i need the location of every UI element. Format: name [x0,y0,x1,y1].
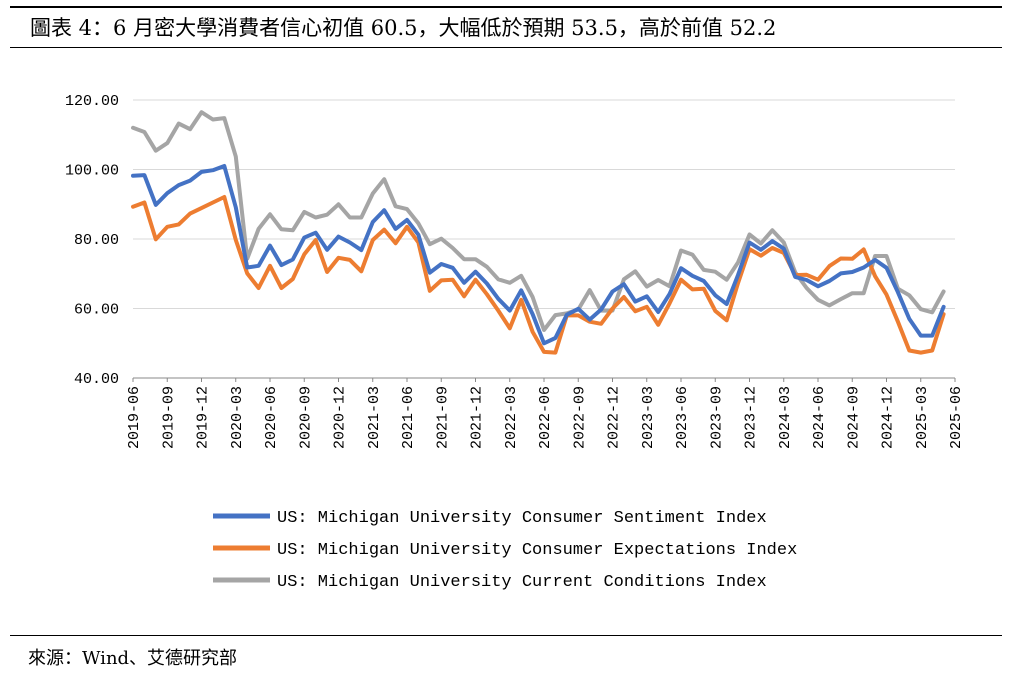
x-tick-label: 2020-03 [229,386,246,449]
x-tick-label: 2020-09 [297,386,314,449]
x-tick-label: 2021-09 [434,386,451,449]
series-line [131,110,946,332]
x-tick-label: 2019-06 [126,386,143,449]
x-tick-label: 2020-12 [332,386,349,449]
legend: US: Michigan University Consumer Sentime… [213,509,797,592]
x-tick-label: 2021-06 [400,386,417,449]
x-tick-label: 2022-06 [537,386,554,449]
x-tick-label: 2023-03 [640,386,657,449]
x-axis-ticks: 2019-06 2019-09 2019-12 2020-03 2020-06 2020-… [126,378,965,449]
x-tick-label: 2024-06 [811,386,828,449]
x-tick-label: 2019-09 [160,386,177,449]
x-tick-label: 2021-12 [469,386,486,449]
legend-label: US: Michigan University Consumer Sentime… [277,509,767,528]
series-lines [131,110,946,355]
legend-label: US: Michigan University Current Conditio… [277,573,767,592]
x-tick-label: 2022-09 [571,386,588,449]
x-tick-label: 2025-06 [948,386,965,449]
x-tick-label: 2024-03 [777,386,794,449]
x-tick-label: 2023-09 [708,386,725,449]
x-tick-label: 2024-09 [845,386,862,449]
series-line [131,164,946,346]
x-tick-label: 2020-06 [263,386,280,449]
x-tick-label: 2022-12 [606,386,623,449]
y-tick-label: 100.00 [65,163,119,180]
x-tick-label: 2019-12 [195,386,212,449]
source-note: 來源：Wind、艾德研究部 [10,635,1002,681]
y-tick-label: 40.00 [74,371,119,388]
x-tick-label: 2023-12 [743,386,760,449]
legend-label: US: Michigan University Consumer Expecta… [277,541,797,560]
x-tick-label: 2025-03 [914,386,931,449]
chart-title: 圖表 4：6 月密大學消費者信心初值 60.5，大幅低於預期 53.5，高於前值… [10,6,1002,48]
y-tick-label: 120.00 [65,93,119,110]
x-tick-label: 2022-03 [503,386,520,449]
y-tick-label: 80.00 [74,232,119,249]
x-tick-label: 2024-12 [880,386,897,449]
y-tick-label: 60.00 [74,302,119,319]
y-axis-ticks: 40.00 60.00 80.00 100.00 120.00 [65,93,119,388]
x-tick-label: 2023-06 [674,386,691,449]
x-tick-label: 2021-03 [366,386,383,449]
series-line [131,195,946,355]
